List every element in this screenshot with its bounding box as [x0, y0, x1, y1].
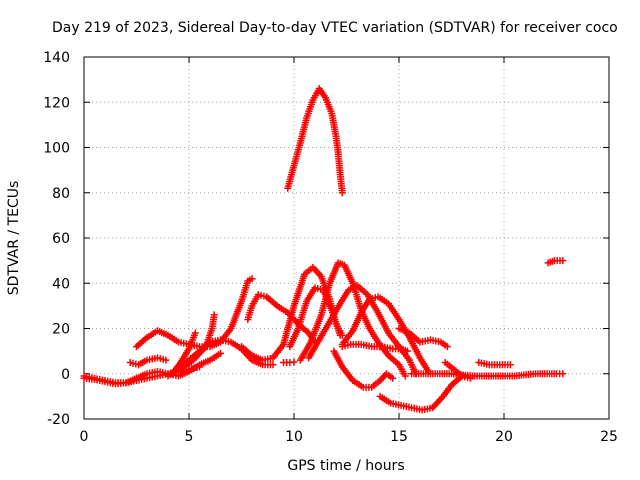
- series-arc-5: [177, 311, 218, 373]
- data-point: [506, 361, 514, 369]
- x-tick-label: 10: [285, 429, 303, 445]
- plot-frame: [83, 56, 610, 420]
- series-arc-14: [330, 347, 397, 391]
- y-tick-label: -20: [47, 412, 70, 428]
- data-point: [338, 189, 346, 197]
- data-point: [336, 331, 344, 339]
- chart-title: Day 219 of 2023, Sidereal Day-to-day VTE…: [52, 20, 618, 36]
- axis-ticks: 0 5 10 15 20 25 -20 0 20 40 60 80 100 120 140: [43, 50, 618, 445]
- x-tick-label: 5: [185, 429, 194, 445]
- y-tick-label: 120: [43, 95, 70, 111]
- y-tick-label: 20: [52, 322, 70, 338]
- x-tick-label: 15: [390, 429, 408, 445]
- y-tick-label: 80: [52, 186, 70, 202]
- series-arc-1: [80, 349, 224, 388]
- data-point: [559, 257, 567, 265]
- y-tick-label: 60: [52, 231, 70, 247]
- series-arc-6: [168, 329, 199, 378]
- data-point: [389, 374, 397, 382]
- grid: [84, 57, 609, 419]
- series-arc-19: [475, 358, 514, 369]
- y-tick-label: 40: [52, 276, 70, 292]
- y-tick-label: 140: [43, 50, 70, 66]
- series-arc-4: [133, 275, 256, 351]
- series-arc-13: [338, 340, 411, 355]
- data-point: [401, 372, 409, 380]
- data-point: [443, 343, 451, 351]
- series-arc-2: [126, 354, 170, 369]
- series-arc-peak: [284, 85, 346, 197]
- data-point: [559, 370, 567, 378]
- series-arc-21: [280, 358, 298, 366]
- series-arc-18: [441, 358, 474, 382]
- x-tick-label: 25: [600, 429, 618, 445]
- y-tick-label: 100: [43, 141, 70, 157]
- data-point: [403, 347, 411, 355]
- y-tick-label: 0: [61, 367, 70, 383]
- x-axis-label: GPS time / hours: [287, 458, 404, 474]
- x-tick-label: 20: [495, 429, 513, 445]
- series-arc-16: [376, 372, 466, 414]
- data-point: [217, 349, 224, 357]
- data-point: [290, 358, 298, 366]
- data-point: [269, 361, 277, 369]
- data-point: [248, 275, 256, 283]
- data-point: [162, 356, 170, 364]
- series-arc-20: [544, 257, 567, 267]
- series-arc-11: [305, 282, 420, 378]
- x-tick-label: 0: [80, 429, 89, 445]
- data-point: [191, 329, 199, 337]
- series-arc-10: [296, 259, 409, 380]
- data-point: [210, 311, 218, 319]
- y-axis-label: SDTVAR / TECUs: [6, 181, 22, 296]
- data-point: [466, 374, 474, 382]
- series-arc-15: [395, 325, 451, 351]
- data-points: [80, 85, 567, 414]
- series-arc-12: [338, 293, 432, 375]
